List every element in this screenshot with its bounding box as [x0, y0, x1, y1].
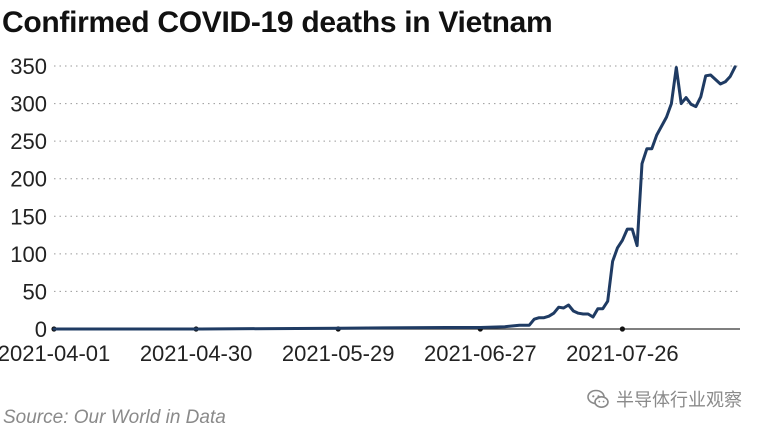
x-tick-label: 2021-05-29 — [282, 341, 395, 366]
watermark: 半导体行业观察 — [586, 386, 742, 412]
y-tick-label: 300 — [10, 92, 47, 117]
x-tick-label: 2021-04-01 — [0, 341, 110, 366]
x-tick-label: 2021-06-27 — [424, 341, 537, 366]
x-tick-mark — [619, 326, 626, 332]
y-tick-label: 100 — [10, 242, 47, 267]
grid-lines — [54, 65, 740, 292]
x-axis: 2021-04-01 2021-04-30 2021-05-29 2021-06-27… — [0, 326, 740, 366]
series-line — [52, 65, 737, 331]
y-tick-label: 0 — [35, 317, 47, 342]
x-tick-label: 2021-04-30 — [140, 341, 253, 366]
y-tick-label: 250 — [10, 129, 47, 154]
y-tick-label: 200 — [10, 167, 47, 192]
watermark-text: 半导体行业观察 — [616, 390, 742, 410]
chart-title: Confirmed COVID-19 deaths in Vietnam — [2, 6, 553, 39]
y-tick-label: 150 — [10, 204, 47, 229]
x-tick-label: 2021-07-26 — [566, 341, 679, 366]
y-axis: 0 50 100 150 200 250 300 350 — [10, 54, 47, 342]
y-tick-label: 350 — [10, 54, 47, 79]
wechat-icon — [587, 389, 609, 408]
series-layer — [52, 65, 737, 331]
y-tick-label: 50 — [23, 279, 47, 304]
source-note: Source: Our World in Data — [3, 407, 226, 428]
